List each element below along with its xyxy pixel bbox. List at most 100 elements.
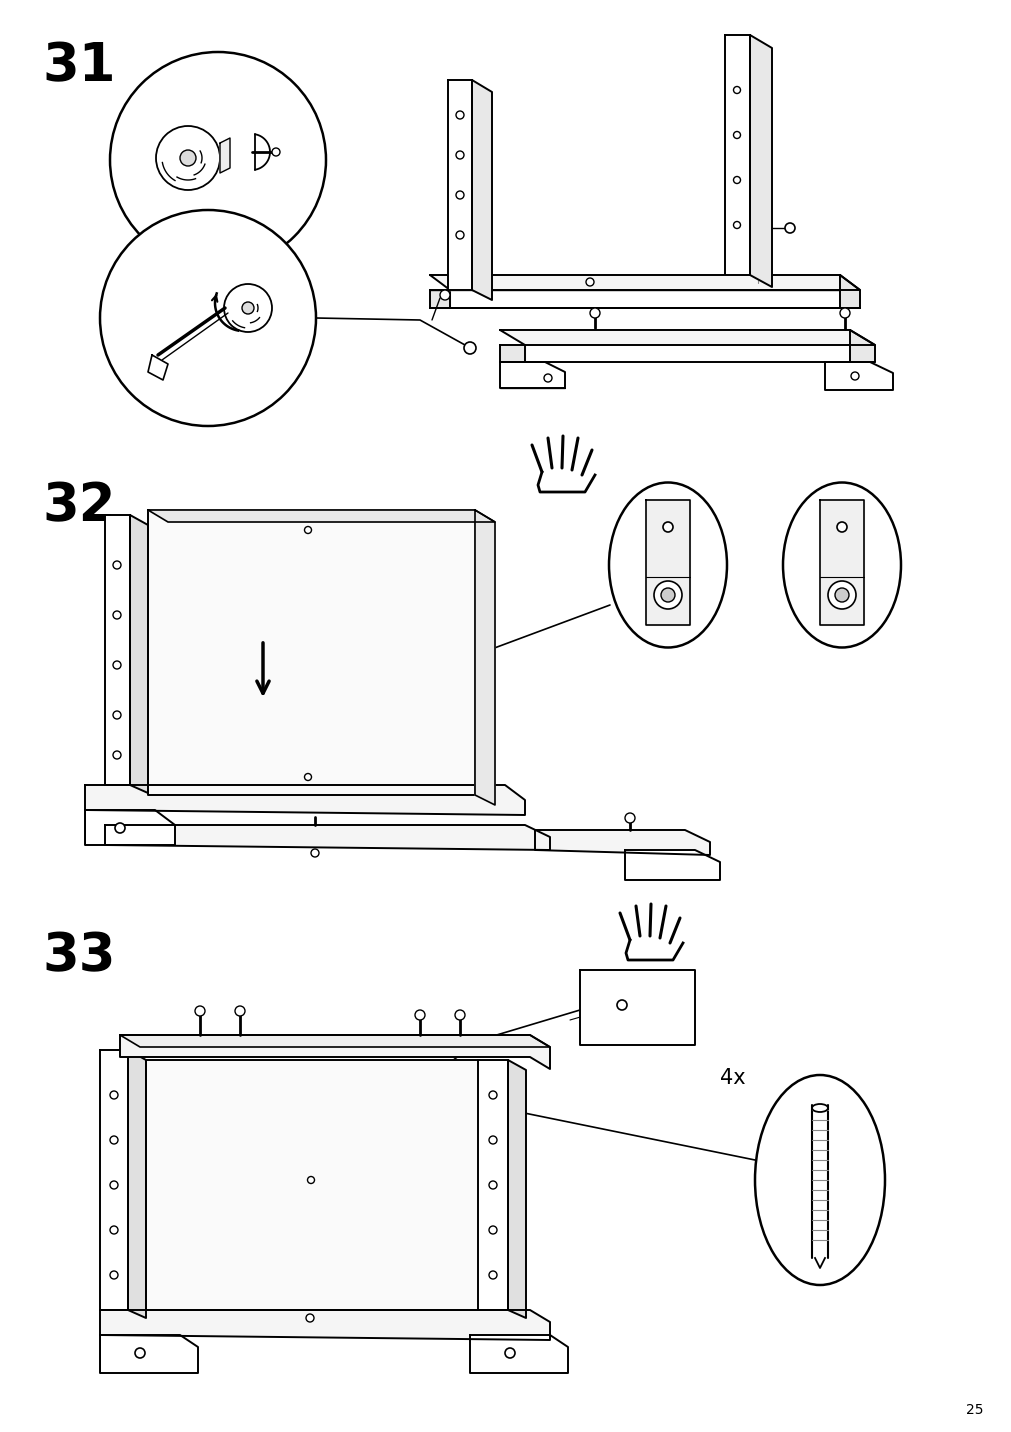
Circle shape	[110, 1272, 118, 1279]
Text: 31: 31	[42, 40, 115, 92]
Polygon shape	[430, 275, 859, 291]
Ellipse shape	[609, 483, 726, 647]
Polygon shape	[146, 1060, 479, 1310]
Circle shape	[589, 308, 600, 318]
Polygon shape	[499, 345, 525, 362]
Circle shape	[488, 1136, 496, 1144]
Circle shape	[733, 222, 740, 229]
Circle shape	[115, 823, 125, 833]
Circle shape	[785, 223, 795, 233]
Circle shape	[113, 561, 121, 569]
Circle shape	[836, 523, 846, 533]
Circle shape	[617, 1000, 627, 1010]
Polygon shape	[469, 1335, 567, 1373]
Polygon shape	[100, 1050, 127, 1310]
Circle shape	[110, 1091, 118, 1098]
Text: 33: 33	[42, 929, 115, 982]
Circle shape	[242, 302, 254, 314]
Circle shape	[100, 211, 315, 425]
Circle shape	[304, 527, 311, 534]
Polygon shape	[430, 291, 450, 308]
Polygon shape	[85, 811, 175, 845]
Circle shape	[180, 150, 196, 166]
Polygon shape	[508, 1060, 526, 1317]
Circle shape	[488, 1091, 496, 1098]
Circle shape	[653, 581, 681, 609]
Circle shape	[733, 132, 740, 139]
Circle shape	[110, 1181, 118, 1189]
Polygon shape	[499, 329, 875, 345]
Circle shape	[456, 150, 463, 159]
Circle shape	[850, 372, 858, 379]
Circle shape	[504, 1348, 515, 1358]
Polygon shape	[499, 362, 564, 388]
Polygon shape	[448, 80, 471, 291]
Text: 25: 25	[966, 1403, 983, 1418]
Ellipse shape	[811, 1104, 827, 1113]
Circle shape	[440, 291, 450, 299]
Circle shape	[113, 611, 121, 619]
Circle shape	[113, 662, 121, 669]
Polygon shape	[824, 362, 892, 390]
Circle shape	[110, 1136, 118, 1144]
Circle shape	[455, 1010, 464, 1020]
Text: 110630: 110630	[182, 208, 223, 218]
Circle shape	[305, 1315, 313, 1322]
Ellipse shape	[783, 483, 900, 647]
Circle shape	[110, 1226, 118, 1234]
Circle shape	[456, 190, 463, 199]
Circle shape	[733, 176, 740, 183]
Polygon shape	[148, 355, 168, 379]
Circle shape	[113, 712, 121, 719]
Polygon shape	[100, 1310, 549, 1340]
Circle shape	[660, 589, 674, 601]
Polygon shape	[535, 831, 710, 855]
Polygon shape	[749, 34, 771, 286]
Polygon shape	[127, 1050, 146, 1317]
Polygon shape	[477, 1060, 508, 1310]
Polygon shape	[839, 275, 859, 308]
Circle shape	[235, 1007, 245, 1015]
Polygon shape	[120, 1035, 549, 1070]
Polygon shape	[724, 34, 749, 275]
Text: 4x: 4x	[719, 1068, 745, 1088]
Polygon shape	[148, 510, 494, 523]
Circle shape	[310, 849, 318, 856]
Polygon shape	[849, 329, 875, 362]
Circle shape	[834, 589, 848, 601]
Circle shape	[307, 1177, 314, 1183]
Circle shape	[463, 342, 475, 354]
Circle shape	[733, 86, 740, 93]
Circle shape	[156, 126, 219, 190]
Circle shape	[113, 750, 121, 759]
Text: 2x: 2x	[188, 60, 211, 79]
Polygon shape	[100, 1335, 198, 1373]
Circle shape	[223, 284, 272, 332]
Circle shape	[544, 374, 551, 382]
Polygon shape	[148, 510, 474, 795]
Circle shape	[488, 1181, 496, 1189]
Polygon shape	[474, 510, 494, 805]
Polygon shape	[85, 785, 525, 815]
Ellipse shape	[754, 1075, 885, 1285]
Circle shape	[456, 112, 463, 119]
Polygon shape	[105, 516, 129, 785]
Circle shape	[272, 147, 280, 156]
Polygon shape	[471, 80, 491, 299]
Circle shape	[662, 523, 672, 533]
Circle shape	[110, 52, 326, 268]
Circle shape	[827, 581, 855, 609]
Polygon shape	[819, 500, 863, 624]
Circle shape	[585, 278, 593, 286]
Polygon shape	[105, 825, 549, 851]
Text: 101345: 101345	[832, 1151, 842, 1189]
Circle shape	[625, 813, 634, 823]
Polygon shape	[645, 500, 690, 624]
Polygon shape	[129, 516, 148, 793]
Circle shape	[456, 231, 463, 239]
Circle shape	[839, 308, 849, 318]
Circle shape	[304, 773, 311, 780]
Polygon shape	[219, 137, 229, 173]
Polygon shape	[120, 1035, 549, 1047]
Circle shape	[488, 1272, 496, 1279]
